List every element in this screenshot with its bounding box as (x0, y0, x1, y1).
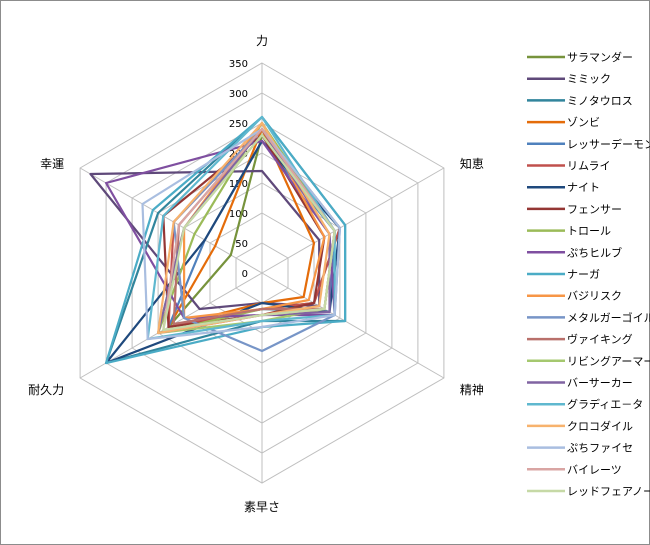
series-line (162, 133, 336, 332)
tick-label: 50 (235, 239, 248, 250)
legend-label: ヴァイキング (567, 332, 633, 346)
axis-label: 精神 (460, 383, 484, 397)
axis-label: 耐久力 (28, 383, 64, 397)
tick-label: 0 (242, 269, 248, 280)
legend-label: ぷちヒルブ (567, 245, 622, 259)
legend-label: フェンサー (567, 203, 622, 216)
axis-spoke (261, 272, 445, 379)
legend-label: サラマンダー (567, 50, 633, 64)
legend-label: ミノタウロス (567, 94, 633, 107)
legend-label: ぷちファイセ (567, 442, 633, 455)
axis-spoke (261, 167, 445, 274)
legend-label: バイレーツ (567, 463, 622, 476)
legend-label: ナイト (567, 181, 600, 194)
legend-label: レッサーデーモン (567, 137, 650, 151)
legend-label: リムライ (567, 160, 610, 173)
tick-label: 300 (229, 89, 248, 100)
series-layer (89, 115, 347, 365)
legend-label: トロール (567, 225, 611, 238)
legend-label: ナーガ (567, 268, 600, 281)
legend-label: レッドフェアノー (567, 485, 650, 498)
axis-label: 力 (256, 34, 268, 48)
tick-label: 100 (229, 209, 248, 220)
legend-label: バーサーカー (567, 377, 633, 390)
tick-label: 350 (229, 59, 248, 70)
legend-label: メタルガーゴイル (567, 310, 650, 324)
legend-label: グラディエ－タ (567, 397, 643, 411)
axis-label: 幸運 (40, 157, 64, 171)
legend-label: クロコダイル (567, 419, 633, 433)
series-line (141, 127, 341, 341)
legend-label: ミミック (567, 73, 611, 86)
legend-label: ゾンビ (567, 116, 600, 129)
tick-label: 150 (229, 179, 248, 190)
legend-label: バジリスク (567, 290, 622, 303)
axis-label: 知恵 (460, 157, 484, 171)
legend-label: リビングアーマー (567, 354, 650, 368)
legend: サラマンダーミミックミノタウロスゾンビレッサーデーモンリムライナイトフェンサート… (527, 50, 650, 498)
axis-label: 素早さ (244, 500, 280, 514)
tick-label: 250 (229, 119, 248, 130)
